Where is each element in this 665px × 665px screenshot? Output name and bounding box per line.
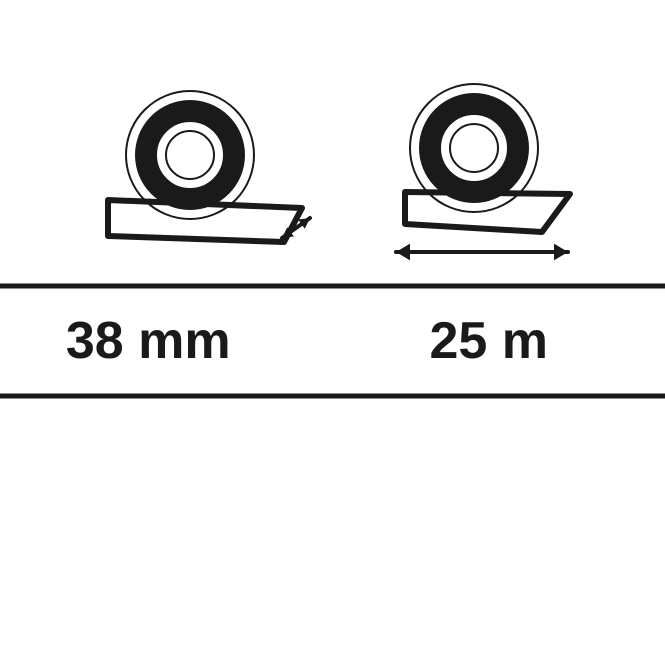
tape-width-value: 38 mm [0,286,315,396]
tape-roll-icon-width [146,111,234,199]
tape-roll-icon-length [430,104,518,192]
spec-table-row: 38 mm 25 m [0,286,665,396]
tape-length-value: 25 m [323,286,656,396]
spec-diagram: 38 mm 25 m [0,0,665,665]
